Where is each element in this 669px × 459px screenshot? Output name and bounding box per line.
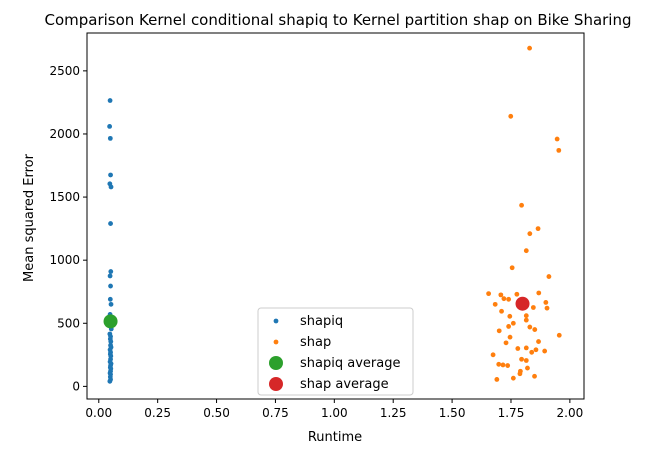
- x-tick-label: 0.75: [262, 406, 289, 420]
- point-shap: [507, 334, 513, 340]
- y-tick-label: 1500: [49, 190, 80, 204]
- y-tick-label: 2000: [49, 127, 80, 141]
- point-shapiq: [108, 221, 113, 226]
- point-shap: [536, 290, 542, 296]
- x-axis-label: Runtime: [308, 430, 362, 445]
- point-shap: [486, 291, 492, 297]
- y-tick-label: 1000: [49, 253, 80, 267]
- point-shap: [503, 340, 509, 346]
- point-shapiq: [107, 123, 113, 129]
- point-shap: [556, 332, 562, 338]
- x-tick-label: 0.25: [144, 406, 171, 420]
- y-axis-ticks: 0 500 1000 1500 2000 2500: [49, 64, 87, 393]
- x-tick-label: 1.25: [380, 406, 407, 420]
- point-shap: [536, 339, 541, 344]
- point-shap: [496, 328, 502, 334]
- point-shap: [535, 226, 541, 232]
- x-tick-label: 1.00: [321, 406, 348, 420]
- point-shapiq: [107, 378, 113, 384]
- point-shap: [544, 305, 550, 311]
- point-shapiq: [107, 98, 113, 103]
- point-shap: [501, 296, 507, 302]
- average-marker-shap-average: [515, 296, 530, 311]
- point-shap: [517, 371, 523, 377]
- point-shap: [505, 363, 511, 368]
- point-shap: [490, 352, 496, 358]
- point-shap: [500, 362, 506, 368]
- point-shapiq: [108, 172, 113, 178]
- y-tick-label: 2500: [49, 64, 80, 78]
- point-shap: [527, 324, 533, 330]
- point-shap: [523, 313, 529, 319]
- legend-label: shapiq: [300, 314, 343, 329]
- point-shap: [510, 320, 516, 326]
- point-shap: [492, 301, 498, 307]
- y-axis-label: Mean squared Error: [22, 153, 37, 282]
- legend-label: shapiq average: [300, 356, 400, 371]
- point-shapiq: [108, 283, 113, 289]
- point-shapiq: [107, 135, 113, 141]
- point-shap: [542, 348, 548, 354]
- legend-marker: [273, 339, 279, 345]
- point-shap: [527, 45, 532, 51]
- point-shapiq: [108, 184, 114, 190]
- point-shapiq: [108, 269, 114, 274]
- x-tick-label: 1.50: [439, 406, 466, 420]
- point-shap: [543, 300, 549, 305]
- point-shap: [499, 308, 504, 314]
- legend-marker: [273, 318, 279, 324]
- point-shap: [496, 361, 502, 367]
- point-shap: [506, 324, 512, 329]
- plot-frame: [86, 32, 585, 400]
- y-tick-label: 0: [72, 379, 80, 393]
- legend-label: shap: [300, 335, 331, 350]
- x-axis-ticks: 0.00 0.25 0.50 0.75 1.00 1.25 1.50 1.75 2.00: [85, 399, 583, 420]
- chart-title: Comparison Kernel conditional shapiq to …: [44, 11, 631, 29]
- point-shap: [519, 356, 524, 362]
- point-shap: [533, 347, 539, 353]
- point-shap: [519, 202, 524, 208]
- point-shap: [494, 377, 500, 382]
- x-tick-label: 1.75: [498, 406, 525, 420]
- point-shap: [508, 113, 514, 119]
- y-tick-label: 500: [57, 316, 80, 330]
- point-shapiq: [108, 301, 114, 307]
- legend: shapiq shap shapiq average shap average: [257, 307, 414, 396]
- point-shap: [529, 349, 535, 355]
- point-shap: [556, 147, 562, 153]
- point-shapiq: [107, 296, 113, 302]
- point-shap: [554, 136, 560, 142]
- point-shap: [523, 358, 529, 363]
- point-shap: [507, 313, 513, 319]
- data-points: [103, 45, 562, 384]
- point-shap: [514, 291, 520, 297]
- point-shap: [527, 231, 533, 237]
- point-shap: [506, 296, 512, 302]
- legend-label: shap average: [300, 377, 389, 392]
- point-shap: [546, 274, 552, 279]
- average-marker-shapiq-average: [103, 314, 118, 329]
- point-shap: [523, 345, 529, 351]
- point-shap: [515, 346, 521, 351]
- x-tick-label: 2.00: [557, 406, 584, 420]
- point-shapiq: [108, 339, 114, 344]
- x-tick-label: 0.00: [85, 406, 112, 420]
- point-shap: [509, 265, 515, 271]
- legend-box: [257, 307, 414, 396]
- point-shap: [510, 375, 516, 381]
- point-shap: [498, 292, 504, 298]
- point-shap: [530, 305, 536, 310]
- point-shap: [523, 248, 529, 254]
- point-shap: [532, 373, 537, 379]
- point-shap: [525, 365, 530, 371]
- point-shapiq: [107, 273, 113, 279]
- legend-marker: [269, 356, 283, 370]
- x-tick-label: 0.50: [203, 406, 230, 420]
- point-shap: [523, 317, 529, 323]
- legend-marker: [269, 377, 283, 391]
- point-shap: [532, 327, 538, 332]
